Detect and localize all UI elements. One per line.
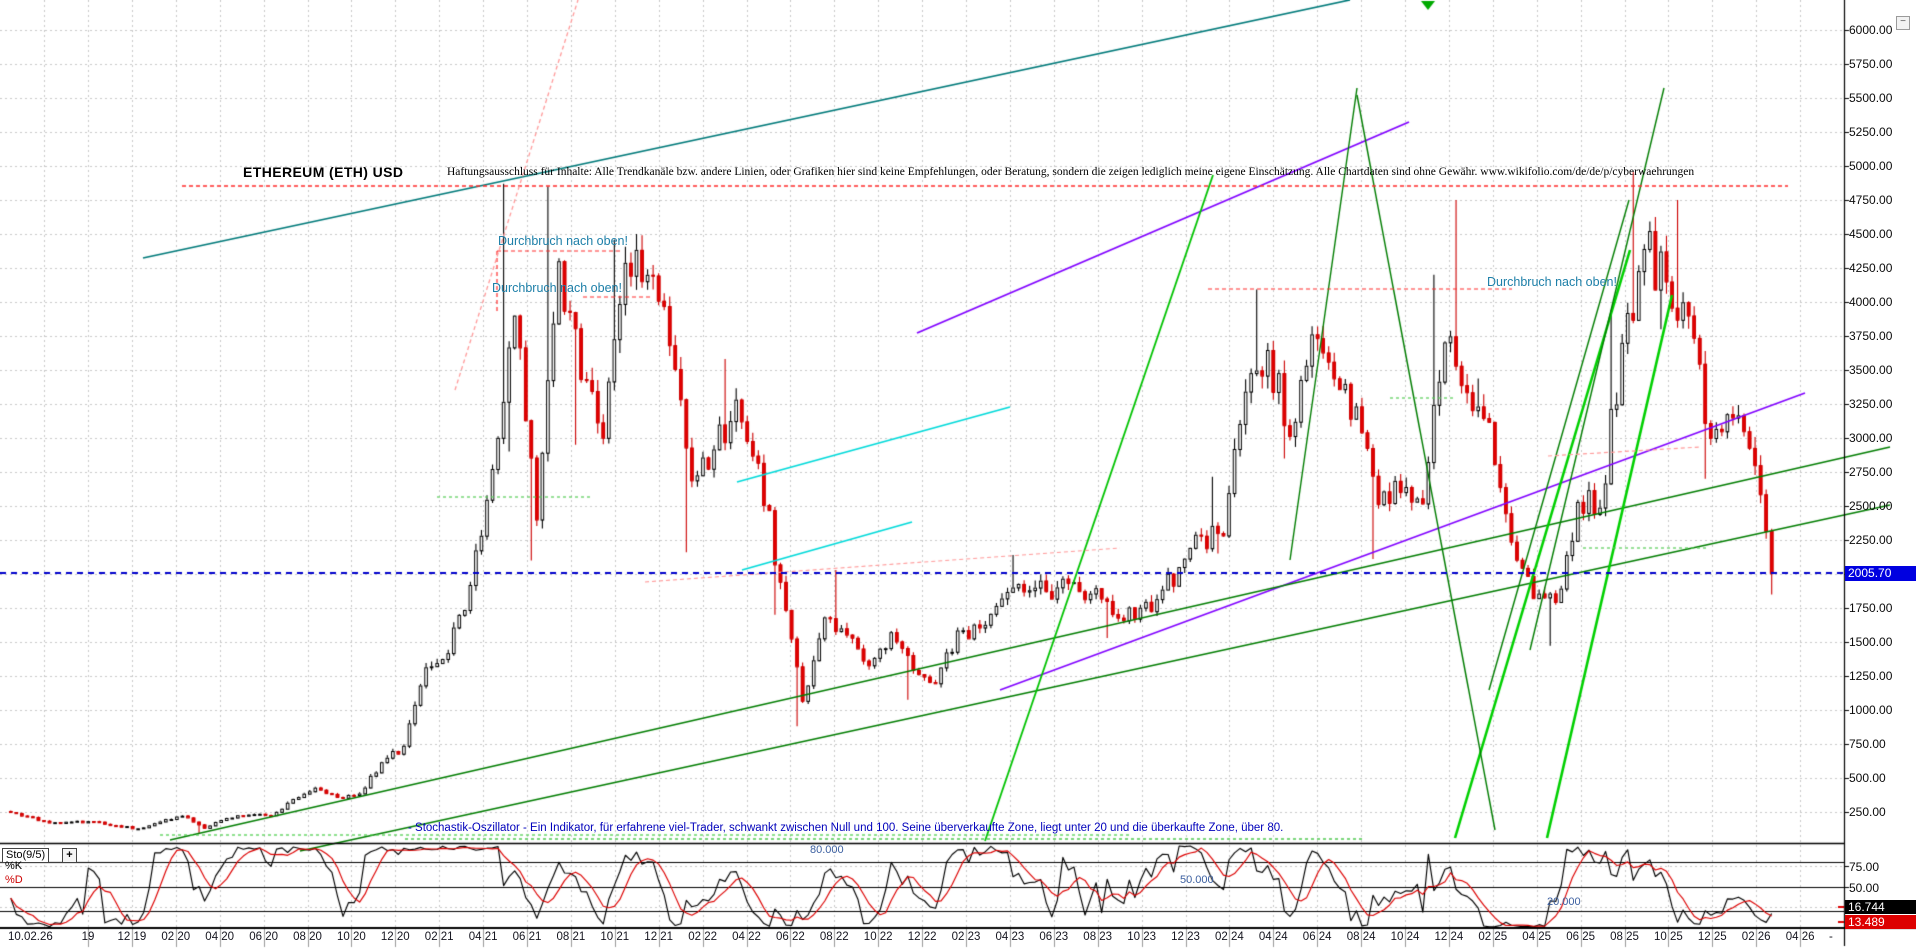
price-axis-label: 750.00 <box>1849 737 1886 751</box>
time-axis-label: 06 21 <box>512 931 542 943</box>
time-axis-label: 02 21 <box>424 931 454 943</box>
breakout-annotation: Durchbruch nach oben! <box>492 281 622 295</box>
symbol-title: ETHEREUM (ETH) USD <box>243 164 404 180</box>
percent-k-label: %K <box>5 860 23 872</box>
time-axis-label: 06 22 <box>776 931 805 943</box>
indicator-label[interactable]: Sto(9/5) <box>2 848 50 863</box>
indicator-add-button[interactable]: + <box>62 848 77 863</box>
time-axis-label: 10 22 <box>863 931 893 943</box>
time-axis-label: 04 22 <box>732 931 761 943</box>
time-axis-label: 10 20 <box>337 931 366 943</box>
price-axis-label: 250.00 <box>1849 805 1886 819</box>
time-axis-label: 06 24 <box>1302 931 1332 943</box>
time-axis-label: 02 24 <box>1215 931 1244 943</box>
price-axis-label: 3750.00 <box>1849 329 1893 343</box>
oscillator-level-label: 20.000 <box>1547 896 1581 908</box>
time-axis-label: 12 21 <box>644 931 674 943</box>
time-axis-label: 06 20 <box>249 931 278 943</box>
price-axis-label: 3500.00 <box>1849 363 1893 377</box>
collapse-button[interactable]: − <box>1896 16 1910 30</box>
disclaimer-text: Haftungsausschluss für Inhalte: Alle Tre… <box>447 166 1695 178</box>
time-axis-label: 02 22 <box>688 931 717 943</box>
time-axis-label: 12 25 <box>1697 931 1727 943</box>
price-axis-label: 2500.00 <box>1849 499 1893 513</box>
time-axis-label: 10 23 <box>1127 931 1156 943</box>
price-axis-label: 6000.00 <box>1849 23 1893 37</box>
time-axis-label: 04 23 <box>995 931 1025 943</box>
price-axis-label: 2250.00 <box>1849 533 1893 547</box>
price-axis-label: 4000.00 <box>1849 295 1893 309</box>
time-axis-label: 12 19 <box>117 931 147 943</box>
price-axis-label: 500.00 <box>1849 771 1886 785</box>
time-axis-label: 04 20 <box>205 931 235 943</box>
time-axis-label: 12 23 <box>1171 931 1200 943</box>
time-axis-label: 08 20 <box>293 931 322 943</box>
time-axis-label: 02 23 <box>951 931 981 943</box>
price-axis-label: 5250.00 <box>1849 125 1893 139</box>
time-axis-label: 12 22 <box>907 931 937 943</box>
time-axis-label: 02 20 <box>161 931 191 943</box>
price-axis-label: 1250.00 <box>1849 669 1893 683</box>
price-axis-label: 3000.00 <box>1849 431 1893 445</box>
price-axis-label: 5500.00 <box>1849 91 1893 105</box>
current-price-badge: 2005.70 <box>1845 566 1916 581</box>
breakout-annotation: Durchbruch nach oben! <box>1487 275 1617 289</box>
percent-d-label: %D <box>5 874 23 886</box>
time-axis-label: 12 20 <box>380 931 410 943</box>
price-axis-label: 4750.00 <box>1849 193 1893 207</box>
oscillator-level-label: 80.000 <box>810 844 844 856</box>
time-axis-label: 12 24 <box>1434 931 1464 943</box>
current-date-label: 10.02.26 <box>8 931 53 943</box>
price-axis-label: 1750.00 <box>1849 601 1893 615</box>
time-axis-label: 06 25 <box>1566 931 1595 943</box>
time-axis-label: 02 26 <box>1741 931 1771 943</box>
time-axis-label: 10 21 <box>600 931 630 943</box>
price-axis-label: 2750.00 <box>1849 465 1893 479</box>
time-axis-label: 04 25 <box>1522 931 1552 943</box>
time-axis-label: 08 23 <box>1083 931 1113 943</box>
price-axis-label: 5000.00 <box>1849 159 1893 173</box>
time-axis-label: 10 24 <box>1390 931 1420 943</box>
oscillator-level-label: 50.000 <box>1180 874 1214 886</box>
price-axis-label: 1500.00 <box>1849 635 1893 649</box>
time-axis-label: 06 23 <box>1039 931 1069 943</box>
percent-k-value-badge: 16.744 <box>1845 900 1916 914</box>
time-axis-label: 08 25 <box>1610 931 1639 943</box>
time-axis-label: 04 26 <box>1785 931 1815 943</box>
breakout-annotation: Durchbruch nach oben! <box>498 234 628 248</box>
time-axis-label: 08 24 <box>1346 931 1376 943</box>
oscillator-axis-label: 50.00 <box>1849 880 1880 895</box>
time-axis-end-label: - <box>1829 931 1833 943</box>
time-axis-label: 02 25 <box>1478 931 1508 943</box>
price-axis-label: 3250.00 <box>1849 397 1893 411</box>
price-axis-label: 1000.00 <box>1849 703 1893 717</box>
price-axis-label: 4500.00 <box>1849 227 1893 241</box>
price-axis-label: 5750.00 <box>1849 57 1893 71</box>
price-axis-label: 4250.00 <box>1849 261 1893 275</box>
time-axis-label: 19 <box>81 931 95 943</box>
time-axis-label: 04 21 <box>468 931 498 943</box>
percent-d-value-badge: 13.489 <box>1845 915 1916 929</box>
time-axis-label: 08 21 <box>556 931 586 943</box>
time-axis-label: 04 24 <box>1258 931 1288 943</box>
time-axis-label: 08 22 <box>819 931 849 943</box>
time-axis-label: 10 25 <box>1654 931 1683 943</box>
oscillator-axis-label: 75.00 <box>1849 860 1880 875</box>
stochastic-note: - Stochastik-Oszillator - Ein Indikator,… <box>408 822 1284 834</box>
